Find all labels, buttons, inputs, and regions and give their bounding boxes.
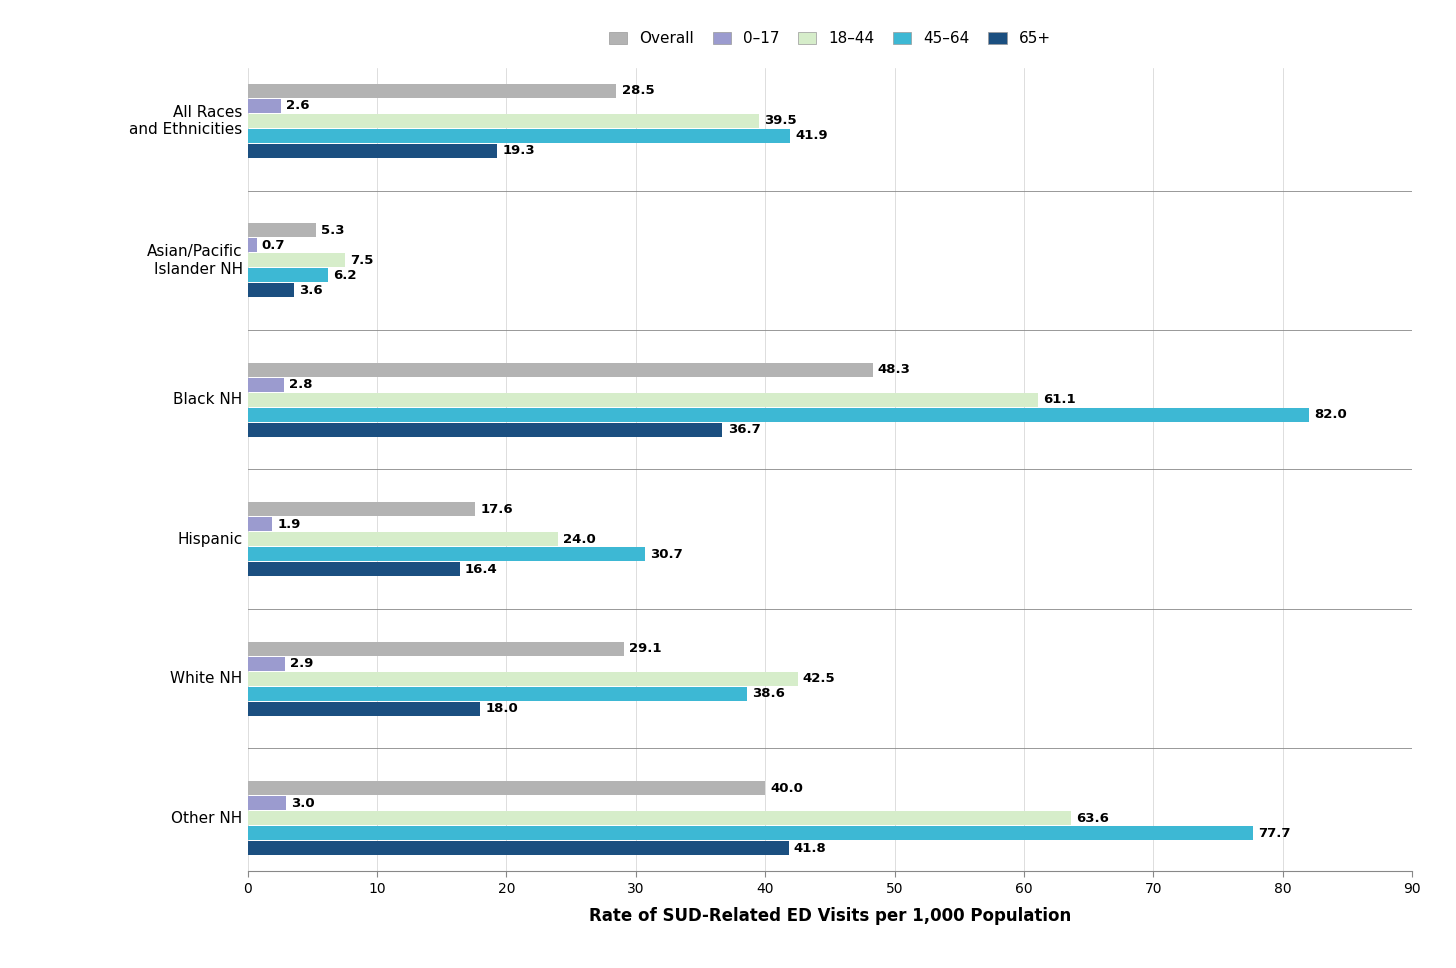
Bar — [248, 268, 328, 283]
Text: 16.4: 16.4 — [464, 562, 498, 576]
Bar — [248, 408, 1309, 422]
Text: 0.7: 0.7 — [262, 239, 285, 252]
Text: 17.6: 17.6 — [480, 502, 513, 516]
Text: 3.6: 3.6 — [300, 284, 323, 297]
Bar — [248, 672, 798, 685]
Text: 36.7: 36.7 — [728, 423, 760, 437]
Text: 63.6: 63.6 — [1076, 811, 1108, 825]
Bar — [248, 796, 287, 810]
Bar — [248, 254, 345, 267]
Text: 3.0: 3.0 — [291, 797, 314, 809]
Text: 42.5: 42.5 — [802, 672, 836, 685]
Text: 61.1: 61.1 — [1044, 393, 1076, 407]
Text: 29.1: 29.1 — [629, 642, 662, 655]
Bar — [248, 702, 480, 715]
Bar — [248, 393, 1038, 407]
Bar — [248, 144, 498, 158]
Text: 18.0: 18.0 — [486, 702, 518, 715]
Bar — [248, 826, 1254, 840]
Text: 40.0: 40.0 — [770, 781, 804, 795]
Bar — [248, 656, 285, 671]
Text: 38.6: 38.6 — [753, 687, 785, 700]
Text: 41.8: 41.8 — [794, 841, 827, 855]
Bar — [248, 423, 722, 437]
Bar — [248, 781, 766, 795]
Bar — [248, 502, 475, 516]
Text: 41.9: 41.9 — [795, 130, 827, 142]
X-axis label: Rate of SUD-Related ED Visits per 1,000 Population: Rate of SUD-Related ED Visits per 1,000 … — [588, 907, 1072, 924]
Text: 2.8: 2.8 — [288, 378, 313, 391]
Text: 30.7: 30.7 — [649, 548, 683, 560]
Bar — [248, 642, 625, 655]
Legend: Overall, 0–17, 18–44, 45–64, 65+: Overall, 0–17, 18–44, 45–64, 65+ — [609, 31, 1051, 46]
Text: 2.9: 2.9 — [290, 657, 313, 670]
Text: 39.5: 39.5 — [764, 114, 796, 128]
Bar — [248, 224, 316, 237]
Bar — [248, 363, 872, 377]
Text: 24.0: 24.0 — [563, 532, 596, 546]
Bar — [248, 238, 256, 253]
Text: 2.6: 2.6 — [287, 100, 310, 112]
Bar — [248, 99, 281, 113]
Text: 19.3: 19.3 — [502, 144, 536, 158]
Text: 7.5: 7.5 — [349, 254, 373, 267]
Bar — [248, 841, 789, 855]
Text: 1.9: 1.9 — [277, 518, 300, 530]
Text: 77.7: 77.7 — [1258, 827, 1291, 839]
Bar — [248, 517, 272, 531]
Bar — [248, 114, 759, 128]
Text: 28.5: 28.5 — [622, 84, 654, 98]
Text: 48.3: 48.3 — [878, 363, 910, 377]
Text: 6.2: 6.2 — [333, 269, 357, 282]
Bar — [248, 532, 558, 546]
Text: 82.0: 82.0 — [1313, 408, 1347, 421]
Bar — [248, 84, 616, 98]
Text: 5.3: 5.3 — [322, 224, 345, 237]
Bar — [248, 129, 789, 143]
Bar — [248, 378, 284, 392]
Bar — [248, 284, 294, 297]
Bar — [248, 686, 747, 701]
Bar — [248, 547, 645, 561]
Bar — [248, 562, 460, 576]
Bar — [248, 811, 1070, 825]
